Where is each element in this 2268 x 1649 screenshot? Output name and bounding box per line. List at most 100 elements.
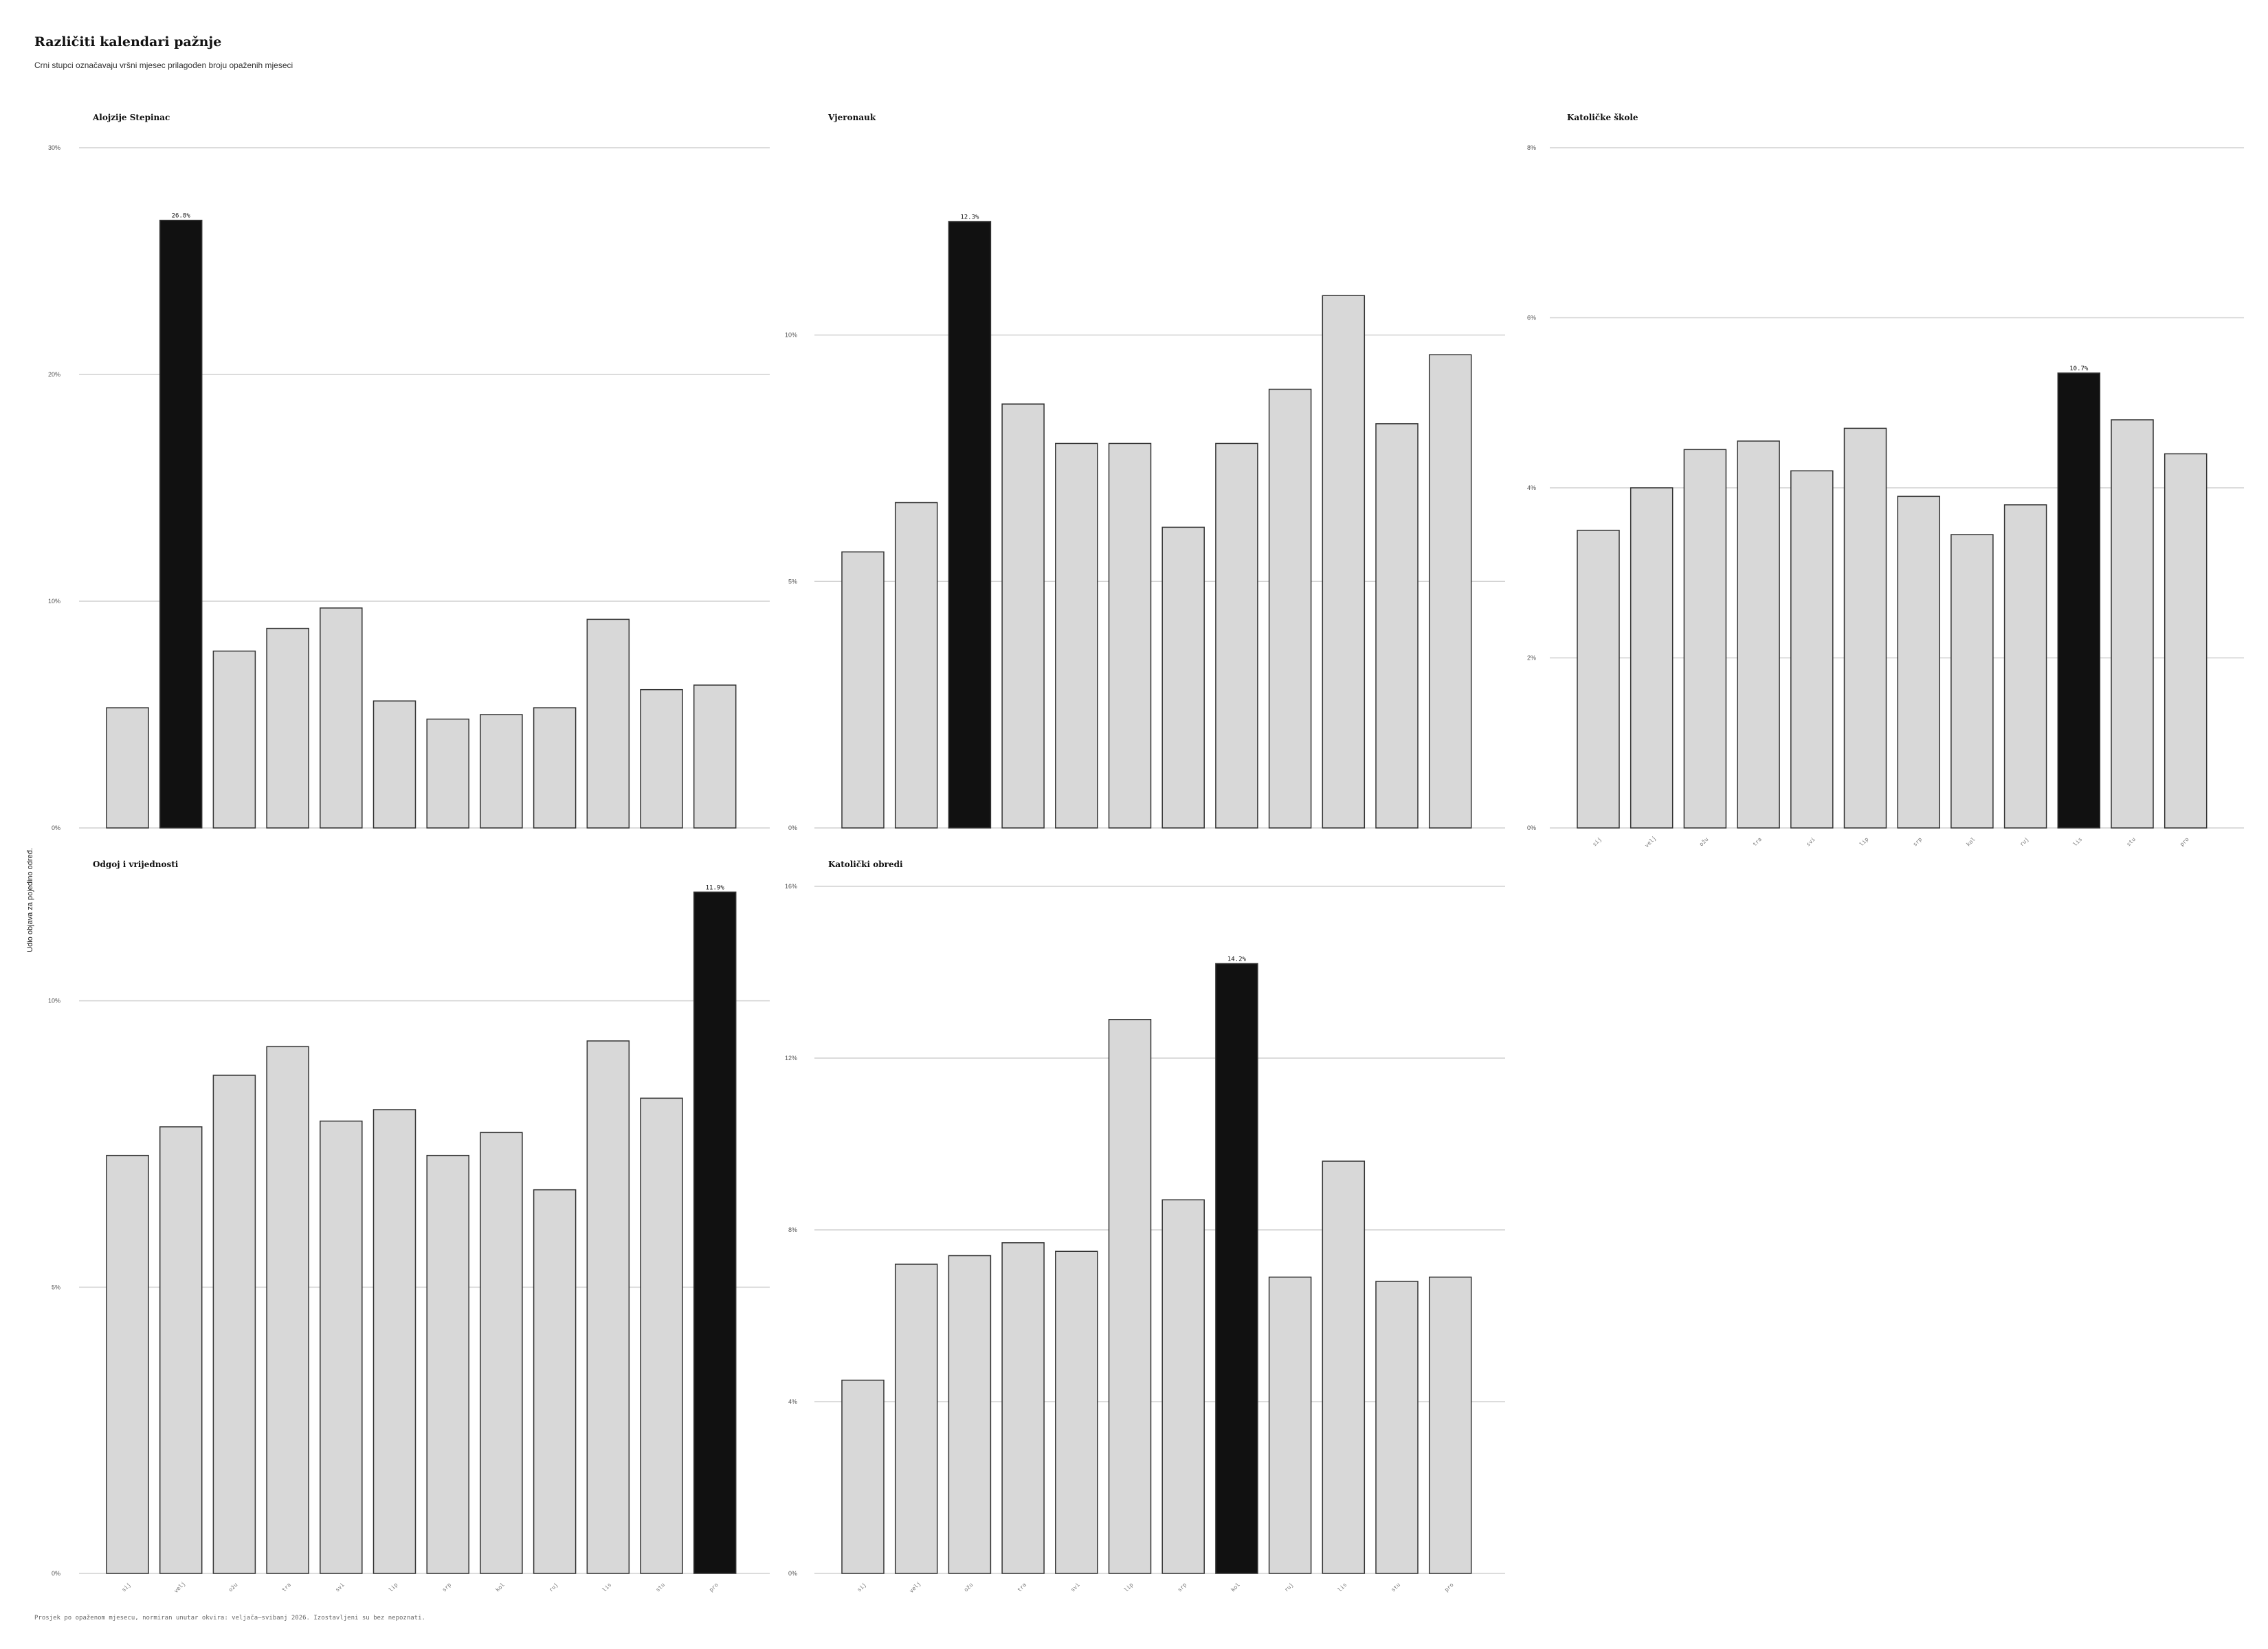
x-tick-label: stu: [2125, 836, 2137, 848]
y-tick-label: 10%: [48, 998, 60, 1005]
x-tick-label: tra: [281, 1582, 293, 1593]
x-tick-label: kol: [1230, 1582, 1241, 1593]
x-tick-label: lip: [388, 1582, 399, 1593]
bar: [1055, 1250, 1098, 1574]
x-tick-label: stu: [654, 1582, 666, 1593]
y-tick-label: 0%: [52, 1570, 60, 1577]
y-tick-label: 6%: [1527, 315, 1536, 322]
bar: [1843, 427, 1887, 829]
bar-peak: [2057, 372, 2101, 829]
bar: [426, 1154, 469, 1574]
bar: [266, 1046, 309, 1574]
x-tick-label: lip: [1858, 836, 1870, 848]
bar: [533, 707, 577, 829]
panel-1: 0% 10% 20% 30% Alojzije Stepinac 26.8%: [48, 113, 770, 831]
bar: [1577, 530, 1620, 829]
bar: [1950, 534, 1994, 829]
y-tick-label: 8%: [1527, 144, 1536, 151]
bar-peak: [1215, 963, 1258, 1574]
x-tick-label: lis: [2072, 836, 2084, 848]
x-tick-label: ruj: [548, 1582, 559, 1593]
bar: [841, 551, 885, 829]
bar: [373, 1109, 416, 1574]
x-tick-label: kol: [1965, 836, 1977, 848]
x-tick-label: stu: [1390, 1582, 1401, 1593]
bar: [159, 1126, 203, 1574]
x-tick-label: velj: [908, 1580, 922, 1594]
x-tick-label: sij: [120, 1582, 132, 1593]
y-tick-label: 16%: [785, 883, 797, 890]
x-tick-label: ruj: [2019, 836, 2030, 848]
bar: [640, 688, 683, 829]
bar: [1790, 470, 1834, 829]
bar: [106, 707, 149, 829]
y-tick-label: 0%: [788, 1570, 797, 1577]
x-tick-label: tra: [1752, 836, 1764, 848]
bar: [894, 1264, 938, 1574]
bar: [1001, 403, 1045, 829]
x-tick-label: velj: [173, 1580, 186, 1594]
x-tick-label: tra: [1016, 1582, 1028, 1593]
bar: [320, 607, 363, 829]
panel-4: 0% 5% 10% Odgoj i vrijednosti sij velj ožu tra s…: [48, 860, 770, 1594]
x-tick-label: svi: [1069, 1582, 1081, 1593]
bar: [106, 1154, 149, 1574]
bar: [426, 718, 469, 829]
y-tick-label: 0%: [788, 824, 797, 831]
bar: [1428, 354, 1472, 829]
x-tick-label: lis: [1337, 1582, 1348, 1593]
bar: [1001, 1242, 1045, 1574]
y-tick-label: 5%: [788, 578, 797, 585]
bar: [948, 1255, 992, 1574]
y-tick-label: 4%: [1527, 484, 1536, 491]
bar: [1268, 1277, 1312, 1574]
bar: [533, 1189, 577, 1574]
bar: [480, 1132, 523, 1574]
x-tick-label: ožu: [1698, 836, 1710, 848]
x-tick-label: sij: [1591, 836, 1603, 848]
x-tick-label: lip: [1123, 1582, 1135, 1593]
panel-title: Odgoj i vrijednosti: [93, 860, 179, 869]
x-tick-label: pro: [2179, 836, 2190, 848]
x-tick-label: srp: [1912, 836, 1924, 848]
bar: [2111, 419, 2154, 829]
bar: [373, 700, 416, 829]
y-tick-label: 5%: [52, 1283, 60, 1290]
bar-peak: [693, 891, 737, 1574]
data-label: 26.8%: [172, 213, 191, 220]
x-tick-label: ožu: [227, 1582, 239, 1593]
y-tick-label: 2%: [1527, 655, 1536, 662]
bar: [212, 1075, 256, 1574]
bar: [586, 618, 630, 829]
x-tick-label: srp: [441, 1582, 453, 1593]
bar: [586, 1040, 630, 1574]
bar: [1322, 295, 1366, 829]
bar: [1161, 526, 1205, 829]
x-tick-label: velj: [1643, 835, 1657, 849]
panel-3: 0% 2% 4% 6% 8% Katoličke škole sij velj ožu tra sv…: [1527, 113, 2244, 849]
x-tick-label: svi: [1805, 836, 1816, 848]
bar: [2164, 453, 2208, 829]
x-tick-label: kol: [494, 1582, 506, 1593]
y-tick-label: 4%: [788, 1398, 797, 1405]
y-tick-label: 0%: [52, 824, 60, 831]
panel-5: 0% 4% 8% 12% 16% Katolički obredi sij velj ožu tr…: [785, 860, 1505, 1594]
bar: [212, 650, 256, 829]
bar: [1108, 1019, 1152, 1574]
chart-subtitle: Crni stupci označavaju vršni mjesec pril…: [34, 60, 293, 70]
x-tick-label: sij: [856, 1582, 867, 1593]
x-tick-label: svi: [334, 1582, 346, 1593]
bar: [1428, 1277, 1472, 1574]
bar: [1322, 1160, 1366, 1574]
x-tick-label: pro: [708, 1582, 720, 1593]
panel-title: Alojzije Stepinac: [92, 113, 170, 122]
y-tick-label: 10%: [785, 332, 797, 339]
bar: [1737, 440, 1780, 829]
x-tick-label: srp: [1177, 1582, 1188, 1593]
x-tick-label: ožu: [963, 1582, 975, 1593]
panel-title: Vjeronauk: [827, 113, 876, 122]
bar: [480, 714, 523, 829]
y-tick-label: 20%: [48, 371, 60, 378]
panel-title: Katoličke škole: [1567, 113, 1638, 122]
y-tick-label: 0%: [1527, 824, 1536, 831]
